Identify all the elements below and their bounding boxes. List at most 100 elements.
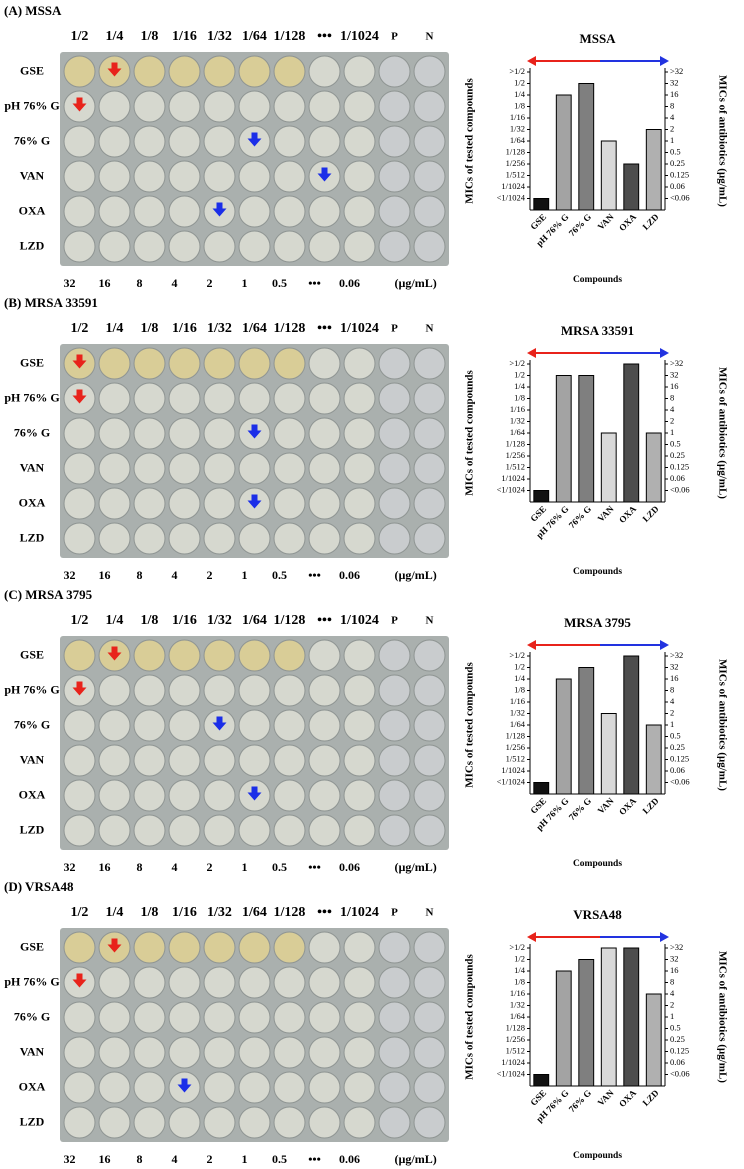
concentration-label: 0.06 [339,276,360,290]
well [413,55,446,88]
y2-tick-label: 0.5 [670,438,681,448]
plate-arrow [72,389,87,404]
well [168,90,201,123]
column-header: P [391,907,398,919]
well [63,522,96,555]
well [238,709,271,742]
column-header: ••• [317,613,332,628]
column-header: 1/2 [71,29,89,44]
y-tick-label: >1/2 [509,358,525,368]
bar [645,724,662,795]
y2-tick-label: 0.06 [670,473,685,483]
well [378,417,411,450]
plate-arrow [212,716,227,731]
y2-tick-label: >32 [670,66,683,76]
y-tick-label: 1/256 [506,450,525,460]
bar [600,432,617,503]
well [273,1001,306,1034]
plate-arrow [212,202,227,217]
bar [533,198,550,211]
well [133,1036,166,1069]
y-tick-label: 1/256 [506,1034,525,1044]
concentration-label: 8 [137,276,143,290]
column-header: N [426,31,434,43]
well [168,522,201,555]
y-axis-label: MICs of tested compounds [464,77,476,203]
well [63,195,96,228]
y2-tick-label: 2 [670,999,674,1009]
y2-tick-label: 32 [670,77,679,87]
well [378,779,411,812]
chart-title: VRSA48 [573,907,622,922]
chart-title: MRSA 3795 [564,615,631,630]
concentration-label: 4 [172,1152,178,1166]
well [98,522,131,555]
well [168,195,201,228]
concentration-label: 2 [207,568,213,582]
well [378,639,411,672]
plate-arrow [72,681,87,696]
y2-tick-label: 0.25 [670,158,685,168]
well [203,779,236,812]
x-axis-label: Compounds [573,859,622,869]
y-tick-label: 1/512 [506,169,525,179]
concentration-label: 1 [242,276,248,290]
x-tick-label: OXA [617,795,639,817]
well [378,931,411,964]
well [378,487,411,520]
y2-tick-label: 0.125 [670,169,689,179]
well [238,966,271,999]
well [273,125,306,158]
y-tick-label: <1/1024 [497,776,526,786]
well [413,1036,446,1069]
x-axis-label: Compounds [573,567,622,577]
well [238,522,271,555]
well [308,709,341,742]
well [273,417,306,450]
well [203,230,236,263]
row-label: pH 76% G [4,682,59,696]
bar [578,375,595,503]
well [378,125,411,158]
column-header: 1/4 [106,905,124,920]
well [98,487,131,520]
column-header: 1/32 [207,905,232,920]
bar [533,490,550,503]
column-header: 1/1024 [340,321,379,336]
well [378,1106,411,1139]
well [378,230,411,263]
well [343,674,376,707]
well [378,744,411,777]
well [343,639,376,672]
well [273,779,306,812]
column-header: 1/32 [207,321,232,336]
well [378,1071,411,1104]
well [63,452,96,485]
column-header: 1/16 [172,29,197,44]
well [63,814,96,847]
well [308,125,341,158]
y-tick-label: 1/8 [514,684,525,694]
well [203,125,236,158]
well [203,417,236,450]
well [133,779,166,812]
row-label: GSE [20,63,44,77]
well [98,1001,131,1034]
well [133,417,166,450]
well [203,487,236,520]
well [203,1071,236,1104]
y2-tick-label: 0.5 [670,1022,681,1032]
well [273,90,306,123]
well [308,522,341,555]
well [98,125,131,158]
well [413,709,446,742]
unit-label: (µg/mL) [395,860,437,874]
y2-tick-label: 0.25 [670,1034,685,1044]
well [238,1106,271,1139]
concentration-label: 1 [242,860,248,874]
concentration-label: 0.5 [272,860,287,874]
well [238,452,271,485]
